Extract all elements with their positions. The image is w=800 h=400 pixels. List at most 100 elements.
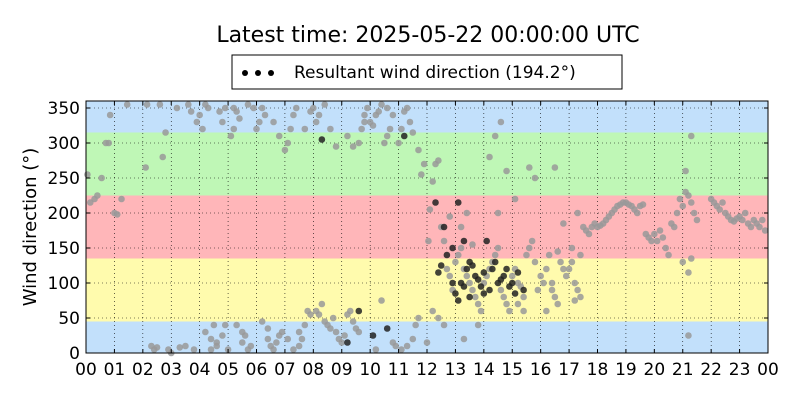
- data-point: [258, 318, 266, 325]
- data-point: [497, 276, 505, 283]
- data-point: [278, 328, 286, 336]
- x-tick-label: 19: [615, 360, 637, 380]
- data-point: [227, 132, 235, 140]
- data-point: [113, 211, 121, 218]
- legend-label: Resultant wind direction (194.2°): [294, 63, 576, 83]
- data-point: [508, 279, 516, 287]
- data-point: [358, 125, 365, 133]
- data-point: [435, 157, 442, 164]
- data-point: [204, 104, 212, 112]
- data-point: [287, 125, 294, 133]
- data-point: [190, 346, 198, 353]
- data-point: [520, 307, 527, 315]
- data-point: [633, 209, 641, 217]
- data-point: [531, 258, 539, 266]
- data-point: [685, 192, 692, 199]
- data-point: [327, 325, 334, 332]
- data-point: [489, 265, 496, 273]
- data-point: [301, 321, 309, 329]
- data-point: [690, 209, 698, 217]
- x-tick-label: 00: [757, 360, 779, 380]
- x-tick-label: 20: [644, 360, 666, 380]
- data-point: [526, 244, 533, 252]
- data-point: [469, 241, 476, 248]
- data-point: [651, 230, 658, 238]
- data-point: [307, 311, 314, 318]
- x-tick-label: 18: [587, 360, 609, 380]
- data-point: [344, 339, 351, 346]
- data-point: [415, 314, 422, 322]
- data-point: [364, 104, 371, 112]
- data-point: [452, 290, 459, 297]
- data-point: [739, 216, 746, 224]
- data-point: [693, 216, 701, 224]
- data-point: [210, 321, 218, 329]
- data-point: [679, 258, 687, 266]
- data-point: [443, 265, 451, 273]
- x-tick-label: 10: [359, 360, 381, 380]
- data-point: [383, 132, 391, 140]
- data-point: [557, 258, 564, 266]
- data-point: [469, 262, 476, 269]
- x-tick-label: 06: [246, 360, 268, 380]
- data-point: [185, 101, 192, 108]
- data-point: [511, 195, 519, 203]
- data-point: [571, 297, 579, 304]
- data-point: [230, 104, 238, 112]
- data-point: [118, 195, 125, 203]
- data-point: [543, 265, 550, 273]
- y-tick-label: 250: [48, 169, 80, 189]
- data-point: [372, 346, 380, 353]
- data-point: [105, 139, 113, 147]
- y-tick-label: 0: [69, 344, 80, 364]
- x-tick-label: 23: [729, 360, 751, 380]
- data-point: [537, 272, 544, 280]
- legend-box: [231, 54, 623, 90]
- data-point: [375, 108, 382, 115]
- data-point: [565, 265, 573, 273]
- data-point: [400, 132, 408, 140]
- data-point: [193, 118, 201, 126]
- data-point: [759, 216, 766, 224]
- data-point: [568, 258, 576, 266]
- data-point: [207, 346, 215, 353]
- data-point: [474, 300, 482, 308]
- data-point: [230, 125, 238, 133]
- data-point: [284, 139, 292, 147]
- data-point: [318, 300, 326, 308]
- data-point: [540, 279, 547, 287]
- x-tick-label: 03: [160, 360, 182, 380]
- data-point: [503, 300, 510, 308]
- data-point: [369, 122, 377, 129]
- data-point: [446, 213, 454, 220]
- data-point: [355, 139, 363, 147]
- data-point: [574, 209, 581, 217]
- data-point: [466, 279, 473, 287]
- data-point: [741, 209, 749, 217]
- data-point: [477, 307, 485, 315]
- data-point: [270, 346, 277, 353]
- x-tick-label: 14: [473, 360, 495, 380]
- data-point: [454, 251, 462, 259]
- data-point: [665, 251, 672, 259]
- data-point: [383, 325, 391, 332]
- data-point: [687, 132, 695, 140]
- data-point: [369, 332, 377, 339]
- data-point: [528, 237, 536, 245]
- data-points: [84, 101, 769, 357]
- x-tick-label: 12: [416, 360, 438, 380]
- data-point: [747, 223, 755, 231]
- data-point: [298, 335, 306, 343]
- data-point: [440, 223, 448, 231]
- data-point: [409, 335, 417, 343]
- x-tick-label: 17: [558, 360, 580, 380]
- data-point: [415, 146, 422, 154]
- data-point: [338, 339, 346, 346]
- data-point: [327, 125, 334, 133]
- data-point: [480, 269, 488, 276]
- data-point: [98, 174, 105, 182]
- data-point: [432, 199, 439, 206]
- x-tick-label: 11: [388, 360, 410, 380]
- data-point: [486, 153, 493, 161]
- y-axis-label: Wind direction (°): [20, 148, 41, 307]
